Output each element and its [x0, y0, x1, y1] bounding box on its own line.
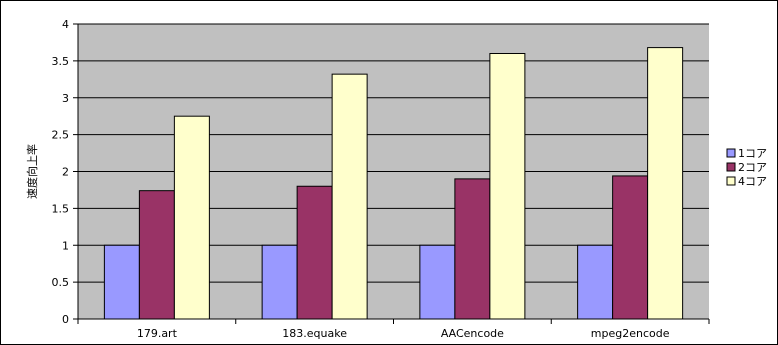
legend-label: 1コア: [738, 147, 767, 160]
bar-3-2: [331, 73, 368, 320]
legend-label: 4コア: [738, 175, 767, 188]
bar-2-4: [612, 175, 649, 320]
x-tick-label: 179.art: [137, 327, 178, 340]
y-tick-label: 0: [62, 313, 69, 326]
x-tick-label: AACencode: [441, 327, 504, 340]
bar-2-2: [296, 185, 333, 320]
legend-label: 2コア: [738, 161, 767, 174]
bar-3-4: [647, 47, 684, 320]
bar-1-4: [577, 244, 614, 320]
bar-2-3: [454, 178, 491, 320]
y-tick-label: 2.5: [52, 129, 70, 142]
legend-swatch: [726, 162, 736, 172]
x-tick-label: mpeg2encode: [591, 327, 670, 340]
y-tick-label: 2: [62, 166, 69, 179]
bar-3-1: [173, 115, 210, 320]
bar-2-1: [138, 190, 175, 320]
bar-3-3: [489, 53, 526, 320]
y-tick-label: 0.5: [52, 276, 70, 289]
y-axis-label: 速度向上率: [25, 144, 39, 199]
bar-1-3: [419, 244, 456, 320]
x-tick-labels: 179.art 183.equake AACencode mpeg2encode: [137, 327, 670, 340]
y-tick-label: 1.5: [52, 202, 70, 215]
legend-swatch: [726, 176, 736, 186]
y-tick-label: 3.5: [52, 55, 70, 68]
bars: [103, 47, 684, 320]
y-tick-label: 4: [62, 18, 69, 31]
legend-swatch: [726, 148, 736, 158]
y-tick-labels: 0 0.5 1 1.5 2 2.5 3 3.5 4: [52, 18, 70, 326]
y-tick-label: 3: [62, 92, 69, 105]
bar-1-2: [261, 244, 298, 320]
bar-1-1: [103, 244, 140, 320]
axes: [73, 23, 710, 324]
x-tick-label: 183.equake: [282, 327, 347, 340]
y-tick-label: 1: [62, 239, 69, 252]
